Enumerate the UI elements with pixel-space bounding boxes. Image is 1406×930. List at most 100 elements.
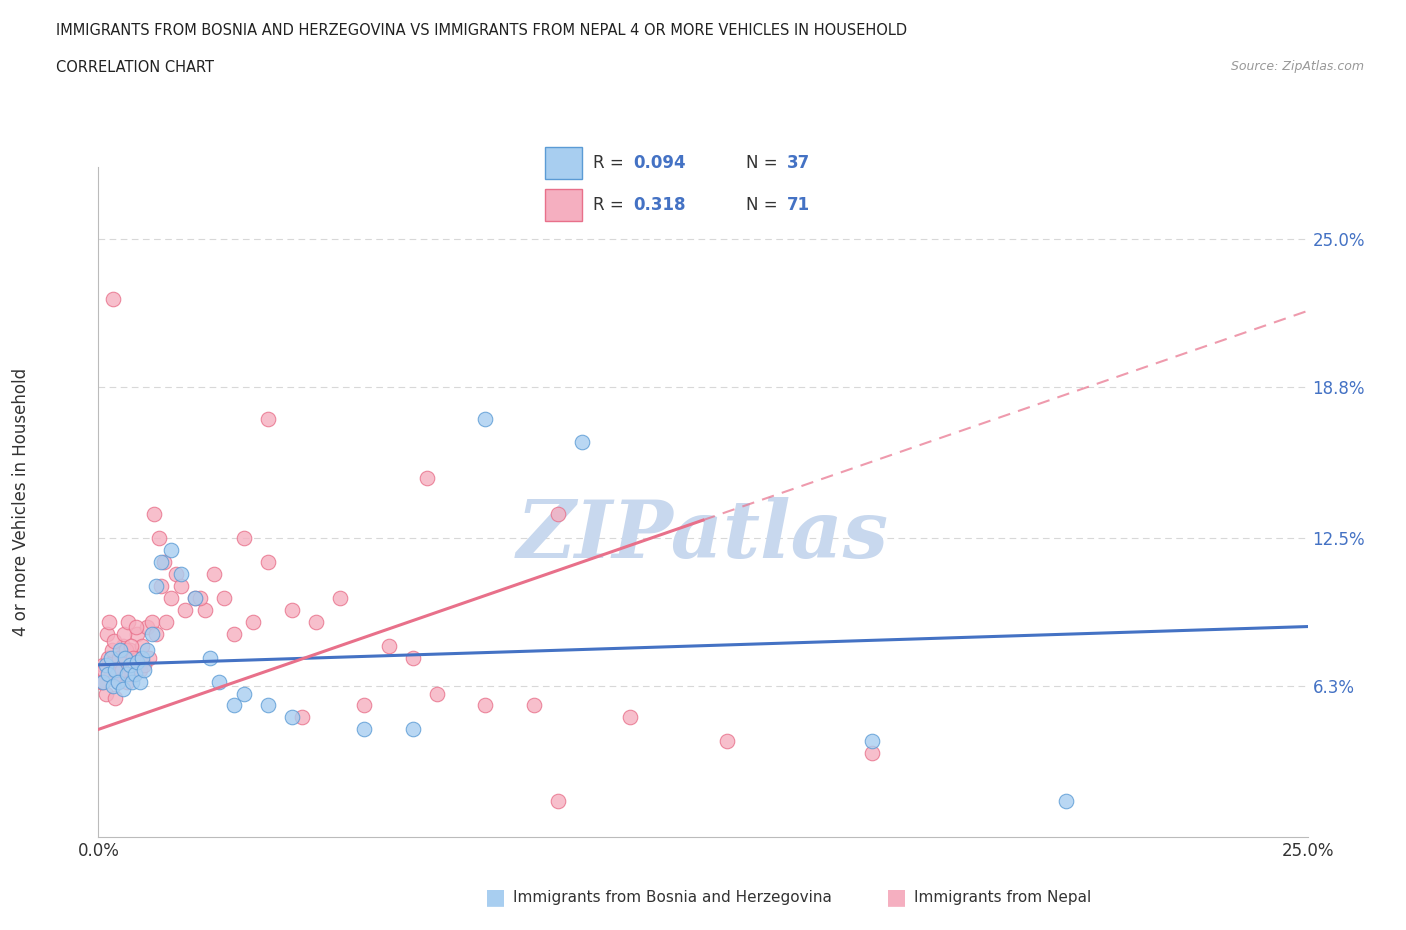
Text: R =: R =: [593, 196, 623, 214]
Point: [402, 650, 425, 665]
Point: [107, 674, 129, 689]
Point: [1054, 793, 1077, 808]
Point: [117, 674, 139, 689]
Point: [117, 615, 139, 630]
Point: [104, 691, 127, 706]
Point: [128, 662, 150, 677]
Point: [124, 650, 146, 665]
Point: [232, 531, 254, 546]
Text: IMMIGRANTS FROM BOSNIA AND HERZEGOVINA VS IMMIGRANTS FROM NEPAL 4 OR MORE VEHICL: IMMIGRANTS FROM BOSNIA AND HERZEGOVINA V…: [56, 23, 907, 38]
Point: [101, 291, 124, 306]
Point: [212, 591, 235, 605]
Point: [138, 650, 160, 665]
Point: [402, 722, 425, 737]
Point: [112, 626, 135, 641]
Point: [91, 674, 114, 689]
Point: [860, 746, 883, 761]
Point: [222, 698, 245, 713]
Point: [416, 471, 439, 485]
Point: [135, 643, 157, 658]
Point: [152, 554, 174, 569]
Point: [145, 578, 167, 593]
Point: [134, 662, 156, 677]
Point: [104, 662, 127, 677]
Point: [103, 633, 125, 648]
Point: [108, 662, 131, 677]
Point: [98, 615, 121, 630]
Point: [256, 411, 278, 426]
Point: [523, 698, 546, 713]
Point: [353, 722, 375, 737]
Point: [114, 650, 136, 665]
Point: [148, 531, 170, 546]
Point: [571, 435, 593, 450]
Point: [94, 658, 117, 672]
Point: [96, 626, 118, 641]
Text: 71: 71: [786, 196, 810, 214]
Text: 37: 37: [786, 154, 810, 172]
Point: [281, 603, 304, 618]
Point: [121, 674, 143, 689]
Point: [474, 411, 496, 426]
Point: [115, 643, 138, 658]
Point: [101, 679, 124, 694]
Point: [124, 667, 146, 682]
Point: [155, 615, 177, 630]
Point: [198, 650, 221, 665]
Point: [290, 710, 312, 724]
Point: [101, 655, 124, 670]
Point: [127, 626, 149, 641]
Point: [114, 650, 136, 665]
Point: [107, 650, 129, 665]
Point: [118, 643, 141, 658]
Point: [101, 643, 124, 658]
Point: [90, 674, 112, 689]
Text: 0.094: 0.094: [633, 154, 686, 172]
Point: [329, 591, 352, 605]
Point: [120, 638, 142, 653]
Text: ■: ■: [485, 887, 506, 908]
Point: [305, 615, 328, 630]
Point: [91, 658, 114, 672]
Point: [97, 667, 120, 682]
Text: Immigrants from Nepal: Immigrants from Nepal: [914, 890, 1091, 905]
Point: [125, 619, 148, 634]
Point: [188, 591, 211, 605]
Point: [97, 650, 120, 665]
Point: [111, 682, 134, 697]
FancyBboxPatch shape: [546, 189, 582, 220]
Point: [174, 603, 197, 618]
Text: 0.318: 0.318: [633, 196, 686, 214]
Point: [169, 566, 191, 581]
Point: [860, 734, 883, 749]
Point: [619, 710, 641, 724]
Point: [242, 615, 264, 630]
Point: [377, 638, 399, 653]
Point: [150, 578, 173, 593]
Point: [111, 662, 134, 677]
Point: [94, 686, 117, 701]
Point: [145, 626, 167, 641]
Point: [134, 658, 156, 672]
Point: [100, 667, 122, 682]
Point: [122, 650, 145, 665]
Point: [165, 566, 187, 581]
Point: [426, 686, 449, 701]
Point: [184, 591, 207, 605]
Text: ZIPatlas: ZIPatlas: [517, 497, 889, 575]
Point: [150, 554, 173, 569]
Point: [131, 638, 153, 653]
Point: [716, 734, 738, 749]
Point: [143, 507, 166, 522]
Point: [128, 674, 150, 689]
Text: CORRELATION CHART: CORRELATION CHART: [56, 60, 214, 75]
Point: [93, 662, 115, 677]
Point: [141, 626, 163, 641]
Point: [160, 591, 183, 605]
Point: [160, 542, 183, 557]
Point: [169, 578, 191, 593]
Text: 4 or more Vehicles in Household: 4 or more Vehicles in Household: [13, 368, 30, 636]
Point: [111, 638, 134, 653]
Point: [222, 626, 245, 641]
Text: ■: ■: [886, 887, 907, 908]
